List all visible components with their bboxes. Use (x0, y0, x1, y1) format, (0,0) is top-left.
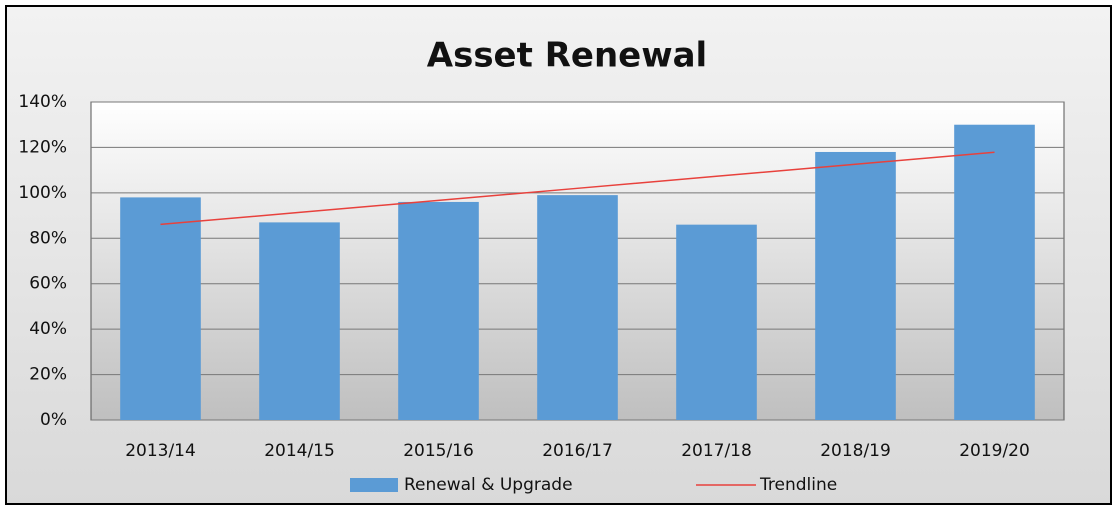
y-tick-label: 60% (29, 274, 67, 294)
legend-label: Renewal & Upgrade (404, 475, 573, 495)
x-tick-label: 2018/19 (820, 441, 891, 461)
y-tick-label: 40% (29, 319, 67, 339)
x-tick-label: 2019/20 (959, 441, 1030, 461)
y-tick-label: 0% (40, 410, 67, 430)
legend-label: Trendline (759, 475, 837, 495)
y-tick-label: 100% (18, 183, 67, 203)
x-tick-label: 2015/16 (403, 441, 474, 461)
bar (676, 224, 757, 420)
legend-swatch (350, 478, 398, 492)
x-tick-label: 2014/15 (264, 441, 335, 461)
bar (537, 195, 618, 420)
bar (259, 222, 340, 420)
bar (398, 201, 479, 420)
bar (815, 151, 896, 420)
x-tick-label: 2017/18 (681, 441, 752, 461)
y-tick-label: 80% (29, 228, 67, 248)
x-tick-label: 2013/14 (125, 441, 196, 461)
y-tick-label: 20% (29, 365, 67, 385)
x-tick-label: 2016/17 (542, 441, 613, 461)
y-tick-label: 140% (18, 92, 67, 112)
y-tick-label: 120% (18, 137, 67, 157)
trendline (160, 151, 995, 226)
bar (954, 124, 1035, 420)
bar (120, 197, 201, 420)
chart-title: Asset Renewal (427, 36, 707, 76)
